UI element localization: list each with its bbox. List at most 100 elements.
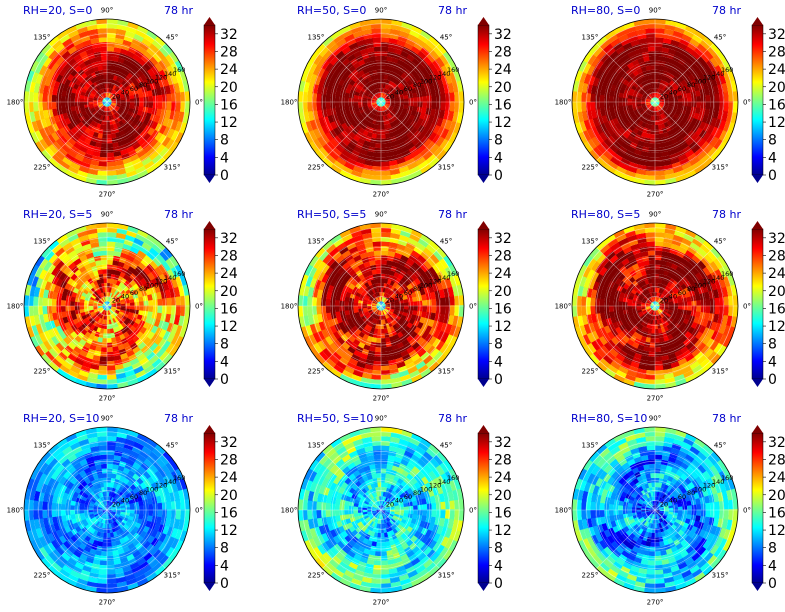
grid-spoke <box>380 43 440 103</box>
contour-cell <box>717 83 724 94</box>
contour-cell <box>101 292 105 298</box>
contour-cell <box>420 67 429 77</box>
contour-cell <box>709 135 720 147</box>
contour-cell <box>443 109 450 120</box>
contour-cell <box>103 314 106 320</box>
contour-cell <box>154 156 167 168</box>
contour-cell <box>34 130 44 142</box>
contour-cell <box>381 106 384 112</box>
contour-cell <box>368 56 376 63</box>
contour-cell <box>385 89 390 95</box>
contour-cell <box>124 30 136 39</box>
contour-cell <box>55 30 68 41</box>
contour-cell <box>397 35 408 43</box>
contour-cell <box>601 115 609 124</box>
contour-cell <box>70 106 76 112</box>
contour-cell <box>107 374 118 380</box>
contour-cell <box>105 111 108 116</box>
contour-cell <box>154 131 164 142</box>
contour-cell <box>435 297 441 306</box>
contour-cell <box>629 110 636 117</box>
contour-cell <box>124 106 130 111</box>
contour-cell <box>88 103 94 107</box>
contour-cell <box>100 105 105 110</box>
contour-cell <box>361 74 368 81</box>
contour-cell <box>72 157 83 167</box>
contour-cell <box>99 156 108 162</box>
contour-cell <box>370 175 382 181</box>
contour-cell <box>120 97 126 101</box>
contour-cell <box>110 103 116 107</box>
contour-cell <box>699 153 711 165</box>
contour-cell <box>667 67 674 75</box>
contour-cell <box>376 338 382 343</box>
contour-cell <box>141 156 153 166</box>
contour-cell <box>403 153 414 162</box>
contour-cell <box>33 82 41 94</box>
contour-cell <box>124 165 136 174</box>
contour-cell <box>312 110 319 121</box>
contour-cell <box>703 143 714 155</box>
contour-cell <box>675 174 688 183</box>
contour-cell <box>138 92 144 98</box>
contour-cell <box>654 51 662 57</box>
contour-cell <box>367 111 373 117</box>
contour-cell <box>127 46 137 55</box>
contour-cell <box>107 306 110 311</box>
contour-cell <box>647 104 652 109</box>
contour-cell <box>367 96 373 100</box>
contour-cell <box>146 67 155 77</box>
contour-cell <box>101 298 105 303</box>
colorbar-tick-label: 8 <box>494 133 503 149</box>
contour-cell <box>658 103 664 107</box>
contour-cell <box>650 115 654 121</box>
contour-cell <box>166 296 172 306</box>
contour-cell <box>702 122 711 132</box>
contour-cell <box>650 69 655 75</box>
colorbar-tick-label: 20 <box>494 284 512 300</box>
contour-cell <box>83 113 89 120</box>
angle-tick-label: 180° <box>7 303 24 311</box>
contour-cell <box>447 82 455 93</box>
contour-cell <box>58 113 65 122</box>
contour-cell <box>108 115 112 121</box>
contour-cell <box>422 95 428 102</box>
contour-cell <box>693 29 706 40</box>
contour-cell <box>647 152 656 158</box>
contour-cell <box>322 144 333 155</box>
contour-cell <box>378 115 382 121</box>
contour-cell <box>627 145 637 154</box>
contour-cell <box>87 144 96 152</box>
contour-cell <box>67 29 79 39</box>
contour-cell <box>157 298 163 306</box>
contour-cell <box>112 90 117 96</box>
contour-cell <box>175 305 181 316</box>
contour-cell <box>348 21 361 30</box>
contour-cell <box>647 104 652 108</box>
contour-cell <box>376 105 380 111</box>
contour-cell <box>43 109 50 120</box>
contour-cell <box>64 78 72 87</box>
contour-cell <box>603 121 612 131</box>
contour-cell <box>152 52 162 63</box>
contour-cell <box>365 108 371 114</box>
contour-cell <box>106 246 115 252</box>
contour-cell <box>113 146 121 153</box>
contour-cell <box>390 88 396 94</box>
colorbar-tick-label: 24 <box>494 266 512 282</box>
contour-cell <box>444 129 454 142</box>
contour-cell <box>697 82 704 91</box>
contour-cell <box>155 143 166 155</box>
contour-cell <box>383 94 388 99</box>
contour-cell <box>422 305 428 313</box>
contour-cell <box>371 79 377 86</box>
contour-cell <box>642 105 648 110</box>
contour-cell <box>635 118 642 125</box>
contour-cell <box>638 115 644 121</box>
contour-cell <box>370 232 381 238</box>
contour-cell <box>55 121 64 131</box>
contour-cell <box>586 54 597 66</box>
contour-cell <box>85 116 91 122</box>
contour-cell <box>381 129 386 135</box>
